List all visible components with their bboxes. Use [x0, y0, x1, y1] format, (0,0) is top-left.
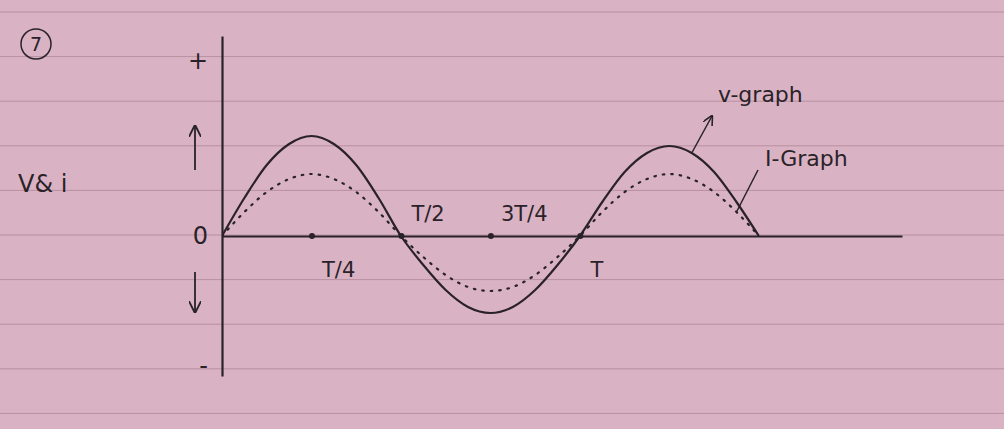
- ruled-line: [0, 413, 1004, 414]
- ruled-line: [0, 101, 1004, 102]
- ruled-line: [0, 279, 1004, 280]
- series-labels: v-graph I-Graph: [692, 82, 848, 212]
- number-circle: [21, 29, 51, 59]
- plot-area: [222, 136, 759, 313]
- y-tick-label: -: [199, 352, 208, 380]
- x-tick: T/4: [309, 233, 355, 282]
- y-tick: +: [188, 47, 222, 75]
- x-tick: 3T/4: [488, 202, 548, 239]
- x-tick-label: T/2: [410, 202, 444, 226]
- ruled-line: [0, 56, 1004, 57]
- x-tick: T: [577, 233, 603, 282]
- annotation: 7: [30, 33, 42, 55]
- series-line: [222, 136, 759, 313]
- series-label: v-graph: [718, 82, 803, 107]
- ruled-line: [0, 12, 1004, 13]
- x-tick-label: T: [589, 258, 603, 282]
- y-axis: - 0 +: [188, 37, 223, 381]
- ruled-line: [0, 235, 1004, 236]
- x-tick-dot: [488, 233, 494, 239]
- y-axis-title: V& i: [18, 170, 67, 198]
- leader-line: [692, 116, 712, 153]
- leader-line: [736, 170, 758, 212]
- chart: T/4 T/2 3T/4 T - 0 + V& i 7 v-graph I-Graph: [0, 0, 1004, 429]
- x-axis-line: [223, 236, 903, 238]
- ruled-line: [0, 368, 1004, 369]
- x-tick-dot: [309, 233, 315, 239]
- ruled-lines: [0, 12, 1004, 413]
- down-arrow: [194, 272, 196, 312]
- y-tick: 0: [193, 222, 222, 250]
- y-tick-label: 0: [193, 222, 208, 250]
- ruled-line: [0, 324, 1004, 325]
- y-axis-line: [221, 37, 223, 377]
- x-tick-label: T/4: [321, 258, 355, 282]
- y-tick-label: +: [188, 47, 208, 75]
- up-arrow: [194, 126, 196, 170]
- x-tick: T/2: [398, 202, 444, 239]
- series-line: [222, 174, 759, 291]
- question-number: 7: [21, 29, 51, 59]
- series-label: I-Graph: [765, 146, 848, 171]
- ruled-line: [0, 145, 1004, 146]
- y-tick: -: [199, 352, 222, 380]
- ruled-line: [0, 190, 1004, 191]
- x-tick-label: 3T/4: [501, 202, 548, 226]
- x-axis: T/4 T/2 3T/4 T: [223, 202, 903, 282]
